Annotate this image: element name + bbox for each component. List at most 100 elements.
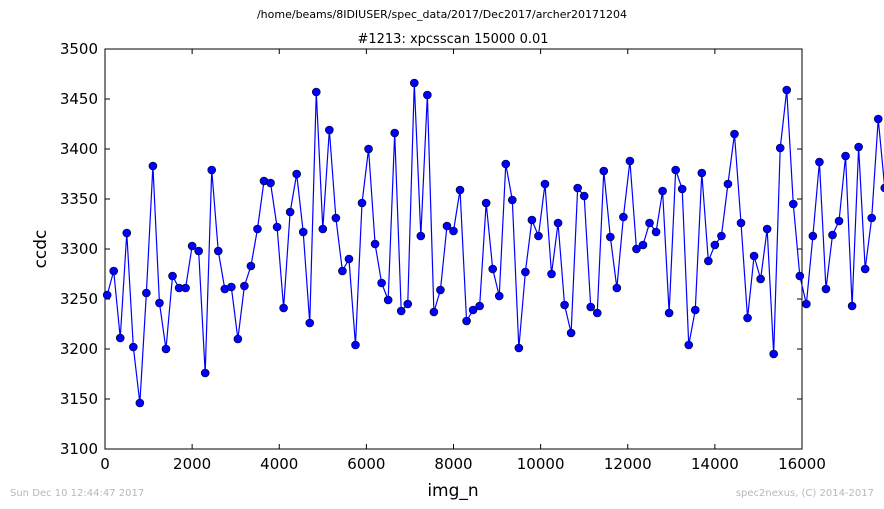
data-point [573, 183, 582, 193]
data-point [240, 281, 249, 291]
x-tick-label: 12000 [604, 455, 652, 473]
data-point [547, 269, 556, 279]
data-point [690, 305, 700, 315]
data-point [475, 301, 484, 311]
data-point [553, 218, 563, 228]
y-tick-label: 3500 [60, 40, 98, 58]
data-point [370, 239, 380, 249]
data-point [730, 129, 739, 139]
data-point [873, 114, 883, 124]
data-point [148, 161, 158, 171]
data-point [423, 90, 432, 100]
data-point [142, 288, 151, 298]
data-point [338, 266, 347, 276]
y-axis-label: ccdc [31, 230, 51, 269]
data-point [161, 344, 171, 354]
data-point [586, 302, 596, 312]
data-point [828, 230, 837, 240]
data-point [514, 343, 524, 353]
data-point [233, 334, 243, 344]
y-tick-label: 3300 [60, 240, 98, 258]
data-point [115, 333, 125, 343]
data-point [671, 165, 680, 175]
data-point [717, 231, 726, 241]
data-point [383, 295, 393, 305]
footer-timestamp: Sun Dec 10 12:44:47 2017 [10, 488, 145, 499]
y-tick-label: 3450 [60, 90, 98, 108]
data-point [880, 183, 884, 193]
data-point [808, 231, 818, 241]
data-point [442, 221, 452, 231]
data-point [468, 305, 478, 315]
data-point [253, 224, 262, 234]
data-point [645, 218, 654, 228]
data-point [606, 232, 615, 242]
data-point [566, 328, 576, 338]
y-tick-label: 3150 [60, 390, 98, 408]
data-point [168, 271, 177, 281]
data-point [462, 316, 471, 326]
x-tick-label: 16000 [778, 455, 826, 473]
data-point [788, 199, 798, 209]
data-point [135, 398, 145, 408]
y-tick-label: 3350 [60, 190, 98, 208]
data-point [762, 224, 772, 234]
data-point [651, 227, 661, 237]
data-point [200, 368, 210, 378]
data-point [409, 78, 419, 88]
x-tick-label: 0 [100, 455, 110, 473]
data-point [723, 179, 733, 189]
data-point [638, 240, 648, 250]
data-point [318, 224, 328, 234]
y-tick-label: 3200 [60, 340, 98, 358]
ccdc-series-points [102, 78, 884, 408]
data-point [501, 159, 511, 169]
data-point [122, 228, 132, 238]
x-axis-label: img_n [427, 481, 478, 501]
data-point [187, 241, 197, 251]
data-point [181, 283, 190, 293]
file-path-title: /home/beams/8IDIUSER/spec_data/2017/Dec2… [256, 8, 628, 21]
data-point [743, 313, 752, 323]
data-point [325, 125, 334, 135]
data-point [279, 303, 288, 313]
data-point [756, 274, 765, 284]
data-point [109, 266, 119, 276]
data-point [749, 251, 759, 261]
x-tick-label: 6000 [347, 455, 385, 473]
x-tick-label: 10000 [517, 455, 565, 473]
y-tick-label: 3250 [60, 290, 98, 308]
data-point [494, 291, 504, 301]
data-point [625, 156, 635, 166]
data-point [841, 151, 850, 161]
data-point [736, 218, 746, 228]
data-point [272, 222, 282, 232]
data-point [311, 87, 321, 97]
y-tick-label: 3100 [60, 440, 98, 458]
data-point [246, 261, 256, 271]
data-point [213, 246, 223, 256]
data-point [207, 165, 217, 175]
data-point [527, 215, 537, 225]
data-point [436, 285, 445, 295]
x-axis-ticks: 0 2000 4000 6000 8000 10000 12000 14000 16000 [100, 49, 826, 473]
data-point [775, 143, 785, 153]
data-point [521, 267, 530, 277]
y-axis-ticks: 3100 3150 3200 3250 3300 3350 3400 3450 3500 [60, 40, 802, 458]
data-point [697, 168, 707, 178]
x-tick-label: 14000 [691, 455, 739, 473]
data-point [619, 212, 628, 222]
data-point [599, 166, 609, 176]
data-point [664, 308, 674, 318]
data-point [403, 299, 413, 309]
data-point [449, 226, 458, 236]
data-point [684, 340, 694, 350]
x-tick-label: 2000 [173, 455, 211, 473]
data-point [704, 256, 713, 266]
data-point [396, 306, 406, 316]
data-point [377, 278, 386, 288]
data-point [364, 144, 373, 154]
data-point [710, 240, 720, 250]
data-point [579, 191, 589, 201]
